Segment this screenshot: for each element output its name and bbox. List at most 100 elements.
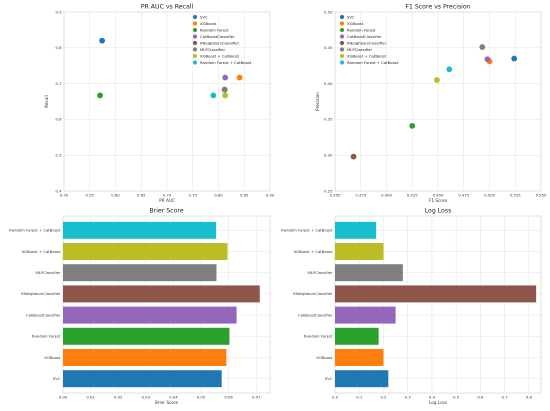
x-tick-label: 0.425	[407, 193, 418, 198]
x-tick-label: 0.475	[458, 193, 469, 198]
y-axis-label: Recall	[44, 95, 49, 108]
chart-1: F1 Score vs Precision 0.350 0.375 0.400 0.42…	[315, 4, 547, 204]
legend-marker	[339, 27, 345, 33]
x-axis-label: PR AUC	[159, 198, 175, 203]
data-point	[210, 92, 217, 99]
x-axis-label: Log Loss	[429, 400, 447, 405]
legend-marker	[192, 34, 198, 39]
category-label: CatBoostClassifier	[26, 312, 61, 317]
legend-label: MLPClassifier	[200, 47, 225, 52]
x-tick-label: 0.5	[453, 395, 460, 400]
x-tick-label: 0.7	[502, 395, 509, 400]
bar	[63, 349, 227, 366]
x-tick-label: 0.85	[240, 193, 249, 198]
data-point	[236, 74, 243, 81]
legend-label: MLPClassifier	[347, 47, 372, 52]
legend-marker	[192, 60, 198, 65]
category-label: Random Forest + CatBoost	[9, 228, 61, 233]
y-tick-label: 0.4	[55, 188, 62, 193]
data-point	[97, 92, 103, 99]
category-label: Random Forest	[304, 334, 333, 339]
y-tick-label: 0.35	[324, 117, 333, 122]
x-tick-label: 0.00	[59, 395, 68, 400]
category-label: Random Forest	[32, 334, 61, 339]
category-label: MLPClassifier	[307, 270, 332, 275]
data-point	[99, 37, 106, 44]
legend-label: XGBoost	[347, 21, 364, 26]
x-tick-label: 0.02	[114, 395, 123, 400]
legend-label: XGBoost + CatBoost	[347, 53, 387, 58]
legend-label: CatBoostClassifier	[200, 34, 235, 39]
x-axis-label: F1 Score	[429, 198, 448, 203]
chart-title: F1 Score vs Precision	[405, 4, 470, 11]
legend-label: CatBoostClassifier	[347, 34, 382, 39]
category-label: CatBoostClassifier	[298, 312, 333, 317]
x-tick-label: 0.07	[252, 395, 261, 400]
data-point	[446, 66, 453, 73]
data-point	[479, 44, 486, 50]
x-tick-label: 0.6	[477, 395, 484, 400]
bar	[335, 221, 377, 239]
bar	[335, 285, 537, 303]
x-tick-label: 0.50	[60, 193, 69, 198]
legend-marker	[339, 14, 345, 20]
legend-marker	[339, 21, 345, 26]
bar	[335, 306, 396, 324]
x-tick-label: 0.01	[86, 395, 95, 400]
legend-label: Random Forest + CatBoost	[347, 60, 399, 65]
x-tick-label: 0.06	[224, 395, 233, 400]
legend-label: XGBoost + CatBoost	[200, 53, 240, 58]
data-point	[222, 74, 229, 81]
y-tick-label: 0.7	[55, 81, 62, 86]
legend-marker	[339, 47, 345, 52]
x-tick-label: 0.525	[510, 193, 521, 198]
legend-marker	[192, 53, 198, 59]
category-label: XGBoost	[316, 355, 333, 360]
data-point	[434, 77, 440, 83]
x-axis-label: Brier Score	[155, 400, 179, 405]
data-point	[484, 56, 491, 63]
category-label: XGBoost + CatBoost	[21, 249, 61, 254]
bar	[335, 370, 389, 388]
x-tick-label: 0.400	[381, 193, 392, 198]
x-tick-label: 0.04	[169, 395, 178, 400]
legend-label: SVC	[200, 14, 208, 19]
category-label: Random Forest + CatBoost	[281, 228, 333, 233]
plot-area	[334, 215, 542, 394]
legend-marker	[192, 40, 198, 46]
category-label: MLPClassifier	[35, 270, 60, 275]
chart-0: PR AUC vs Recall 0.50 0.55 0.60 0.65 0.70 0.75…	[44, 4, 275, 204]
x-tick-label: 0.80	[214, 193, 223, 198]
x-tick-label: 0.8	[526, 395, 533, 400]
x-tick-label: 0.450	[433, 193, 444, 198]
category-label: SVC	[53, 376, 61, 381]
legend-marker	[339, 40, 345, 46]
y-axis-label: Precision	[315, 92, 320, 111]
bar	[335, 349, 384, 366]
bar	[63, 264, 217, 282]
category-label: SVC	[325, 376, 333, 381]
x-tick-label: 0.05	[197, 395, 206, 400]
data-point	[222, 92, 229, 99]
chart-title: PR AUC vs Recall	[141, 4, 194, 11]
x-tick-label: 0.03	[142, 395, 151, 400]
chart-title: Brier Score	[149, 208, 183, 215]
data-point	[511, 55, 518, 62]
data-point	[221, 86, 228, 93]
bar	[63, 243, 228, 260]
chart-2: Brier Score 0.00 0.01 0.02 0.03 0.04 0.05 0.06 0…	[9, 208, 271, 405]
legend-marker	[339, 53, 345, 59]
legend-marker	[192, 21, 198, 26]
x-tick-label: 0.60	[111, 193, 120, 198]
y-tick-label: 0.8	[55, 45, 62, 50]
legend-label: SVC	[347, 14, 355, 19]
y-tick-label: 0.45	[324, 45, 333, 50]
y-tick-label: 0.5	[55, 153, 62, 158]
legend-label: Random Forest	[200, 27, 229, 32]
x-tick-label: 0.350	[330, 193, 341, 198]
legend-marker	[192, 27, 198, 33]
